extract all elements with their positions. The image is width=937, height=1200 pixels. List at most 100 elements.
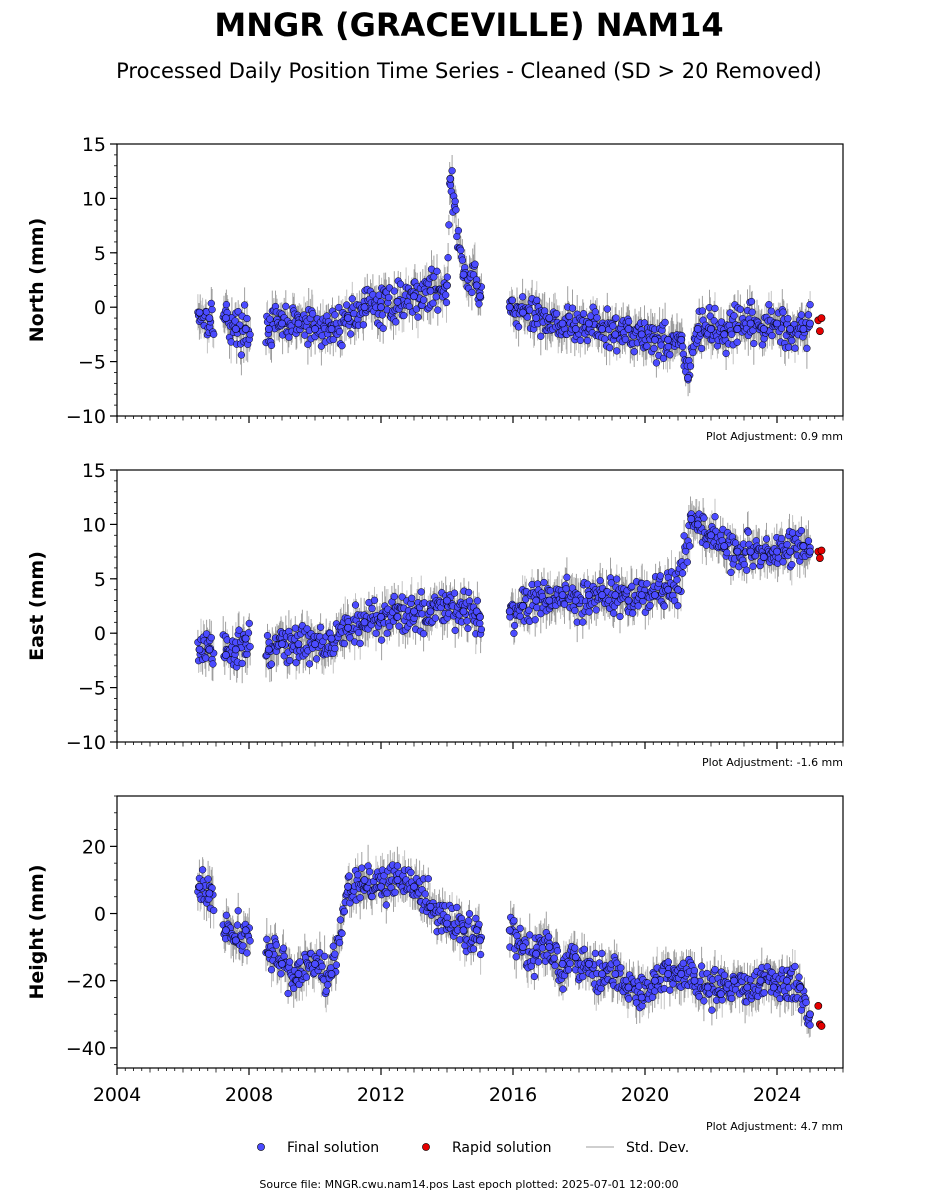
x-tick-label: 2024	[753, 1084, 801, 1106]
y-axis-label: East (mm)	[26, 551, 48, 661]
final-solution-point	[656, 572, 665, 580]
final-solution-point	[806, 301, 814, 309]
final-solution-point	[736, 305, 745, 313]
final-solution-point	[711, 965, 719, 974]
final-solution-point	[722, 349, 730, 358]
final-solution-point	[421, 890, 429, 898]
y-tick-label: −20	[66, 971, 106, 993]
final-solution-point	[624, 596, 633, 605]
final-solution-point	[516, 924, 524, 933]
final-solution-point	[791, 344, 799, 352]
final-solution-point	[678, 342, 687, 351]
final-solution-point	[331, 950, 339, 958]
final-solution-point	[660, 602, 668, 610]
final-solution-point	[398, 593, 406, 601]
final-solution-point	[562, 585, 570, 593]
final-solution-point	[648, 993, 657, 1001]
final-solution-point	[264, 949, 273, 958]
rapid-solution-point	[817, 314, 826, 322]
final-solution-point	[210, 906, 218, 915]
final-solution-point	[235, 626, 243, 634]
final-solution-point	[530, 972, 539, 981]
final-solution-point	[347, 330, 355, 338]
final-solution-point	[205, 645, 214, 654]
final-solution-point	[534, 958, 543, 966]
y-tick-label: 5	[94, 569, 106, 591]
final-solution-point	[593, 314, 601, 322]
final-solution-point	[246, 642, 254, 651]
final-solution-point	[354, 628, 363, 637]
legend-final-marker	[257, 1143, 265, 1151]
rapid-solution-point	[817, 546, 826, 555]
final-solution-points	[194, 861, 814, 1029]
y-tick-label: 15	[82, 460, 106, 482]
final-solution-point	[198, 866, 207, 874]
final-solution-point	[377, 613, 385, 621]
final-solution-point	[241, 325, 250, 333]
final-solution-point	[327, 634, 336, 643]
final-solution-point	[426, 286, 435, 295]
final-solution-point	[463, 617, 471, 625]
final-solution-point	[377, 636, 386, 644]
final-solution-point	[791, 962, 799, 971]
final-solution-point	[651, 335, 659, 344]
final-solution-points	[194, 510, 814, 671]
final-solution-point	[664, 970, 672, 978]
final-solution-point	[324, 981, 332, 989]
final-solution-point	[267, 341, 276, 350]
final-solution-point	[239, 942, 247, 950]
final-solution-point	[245, 619, 253, 628]
final-solution-point	[222, 911, 231, 919]
rapid-solution-points	[814, 546, 826, 562]
final-solution-point	[195, 645, 204, 654]
final-solution-point	[551, 961, 559, 970]
final-solution-point	[221, 314, 230, 322]
final-solution-point	[664, 335, 672, 344]
x-tick-label: 2016	[489, 1084, 537, 1106]
final-solution-point	[272, 941, 280, 949]
final-solution-point	[443, 281, 451, 290]
final-solution-point	[693, 325, 702, 333]
final-solution-point	[291, 624, 299, 632]
final-solution-point	[803, 344, 811, 352]
final-solution-point	[796, 983, 804, 992]
final-solution-point	[505, 926, 514, 935]
final-solution-point	[292, 659, 300, 667]
final-solution-point	[335, 939, 344, 947]
final-solution-point	[471, 260, 479, 268]
footer-source: Source file: MNGR.cwu.nam14.pos Last epo…	[259, 1178, 678, 1191]
final-solution-point	[563, 573, 571, 581]
final-solution-point	[475, 300, 483, 308]
final-solution-point	[564, 966, 573, 974]
final-solution-point	[327, 325, 336, 333]
final-solution-point	[519, 308, 527, 317]
final-solution-point	[329, 942, 337, 950]
final-solution-point	[779, 308, 787, 316]
final-solution-point	[749, 562, 757, 570]
final-solution-point	[410, 607, 418, 616]
final-solution-point	[431, 614, 440, 622]
final-solution-point	[592, 606, 600, 614]
final-solution-point	[711, 304, 719, 313]
final-solution-point	[505, 303, 514, 312]
final-solution-point	[625, 317, 633, 326]
final-solution-point	[773, 319, 781, 328]
final-solution-point	[571, 953, 580, 962]
y-ticks	[110, 795, 117, 1066]
final-solution-point	[207, 634, 215, 642]
final-solution-point	[674, 602, 682, 610]
final-solution-point	[606, 344, 614, 352]
final-solution-point	[243, 314, 251, 323]
final-solution-point	[221, 926, 230, 935]
final-solution-point	[514, 323, 523, 331]
final-solution-point	[693, 520, 702, 529]
final-solution-point	[609, 609, 618, 617]
final-solution-point	[686, 542, 694, 550]
final-solution-point	[340, 639, 349, 648]
final-solution-point	[385, 293, 393, 302]
final-solution-point	[208, 305, 216, 314]
y-tick-label: 15	[82, 134, 106, 156]
final-solution-point	[533, 604, 541, 612]
final-solution-point	[683, 558, 691, 566]
final-solution-point	[210, 330, 218, 338]
